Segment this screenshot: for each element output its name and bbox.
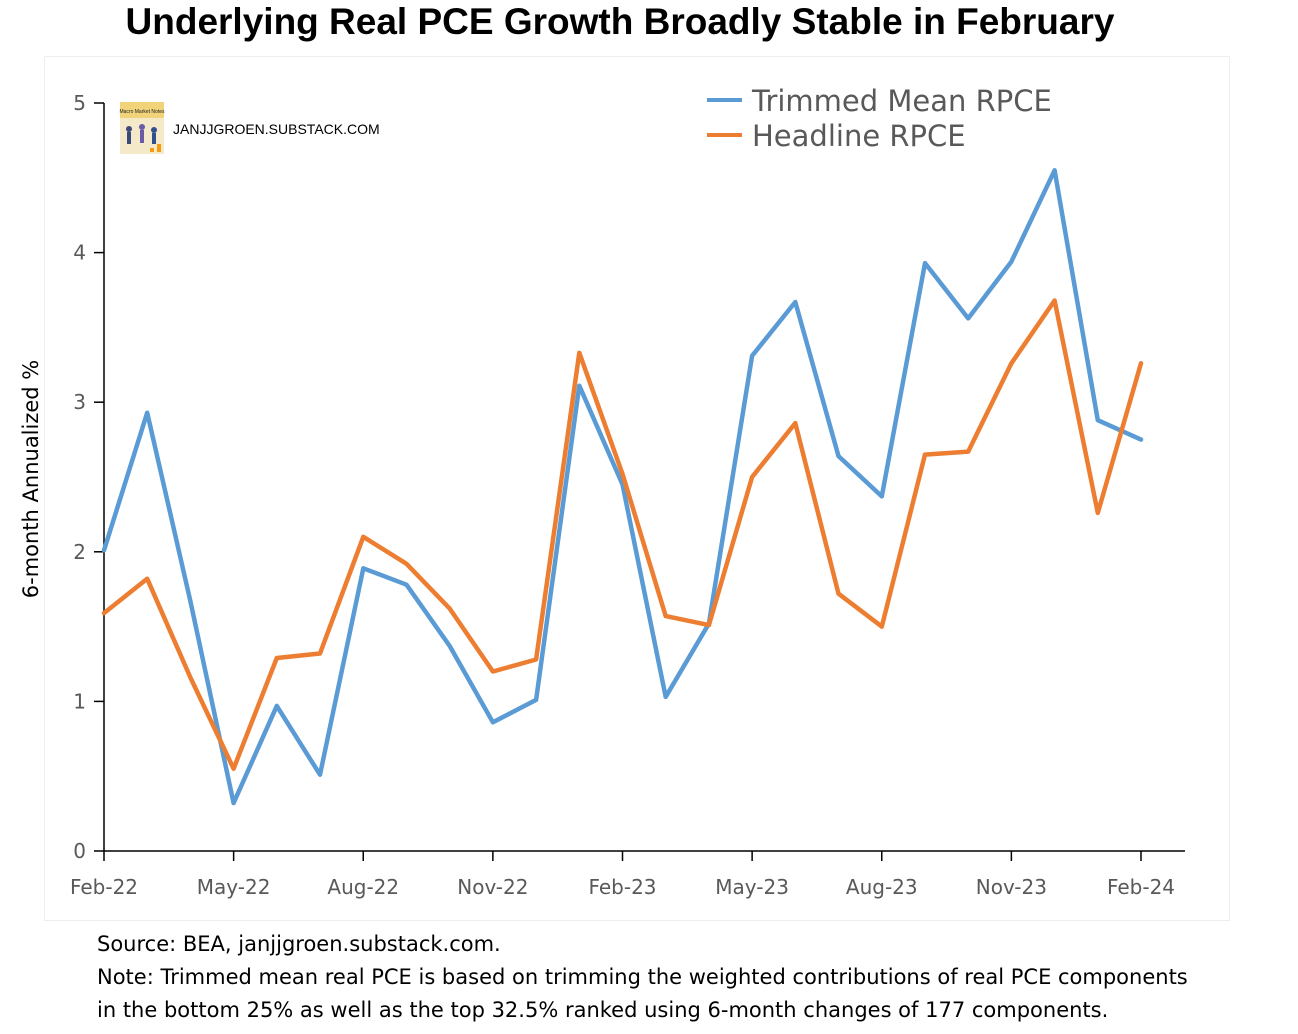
line-chart: 0 1 2 3 4 5 Feb-22 May-22 Aug-22 Nov-22 Feb-23 May-… <box>19 84 1185 899</box>
y-tick-label: 4 <box>73 241 86 265</box>
x-tick-label: May-23 <box>715 875 789 899</box>
x-tick-label: Feb-24 <box>1107 875 1175 899</box>
y-tick-label: 5 <box>73 91 86 115</box>
y-axis-title: 6-month Annualized % <box>19 360 43 599</box>
x-tick-label: Feb-22 <box>70 875 138 899</box>
trimmed-mean-rpce-line <box>101 168 1144 806</box>
x-tick-label: Aug-22 <box>327 875 399 899</box>
chart-title: Underlying Real PCE Growth Broadly Stabl… <box>125 1 1115 42</box>
chart-area <box>44 56 1230 921</box>
legend-label-headline: Headline RPCE <box>752 119 966 153</box>
y-axis-title-group: 6-month Annualized % <box>19 360 43 599</box>
watermark-site: JANJJGROEN.SUBSTACK.COM <box>173 121 380 137</box>
y-tick-label: 2 <box>73 540 86 564</box>
footer-notes: Source: BEA, janjjgroen.substack.com. No… <box>97 928 1292 1027</box>
y-tick-label: 1 <box>73 689 86 713</box>
method-note-line-2: in the bottom 25% as well as the top 32.… <box>97 998 1109 1022</box>
x-tick-label: Aug-23 <box>846 875 918 899</box>
axes: 0 1 2 3 4 5 Feb-22 May-22 Aug-22 Nov-22 Feb-23 May-… <box>70 91 1185 899</box>
x-tick-label: Nov-22 <box>457 875 528 899</box>
source-note: Source: BEA, janjjgroen.substack.com. <box>97 932 501 956</box>
logo-caption: Macro Market Notes <box>119 109 165 115</box>
method-note-line-1: Note: Trimmed mean real PCE is based on … <box>97 965 1188 989</box>
y-tick-label: 0 <box>73 839 86 863</box>
headline-rpce-line <box>101 298 1144 771</box>
y-tick-label: 3 <box>73 390 86 414</box>
legend: Trimmed Mean RPCE Headline RPCE <box>707 84 1052 153</box>
watermark: Macro Market Notes JANJJGROEN.SUBSTACK.C… <box>119 102 380 154</box>
logo-image: Macro Market Notes <box>119 102 165 154</box>
x-tick-label: Feb-23 <box>588 875 656 899</box>
x-tick-label: May-22 <box>197 875 271 899</box>
series-lines <box>101 168 1144 806</box>
legend-label-trimmed: Trimmed Mean RPCE <box>751 84 1052 118</box>
x-tick-label: Nov-23 <box>976 875 1047 899</box>
